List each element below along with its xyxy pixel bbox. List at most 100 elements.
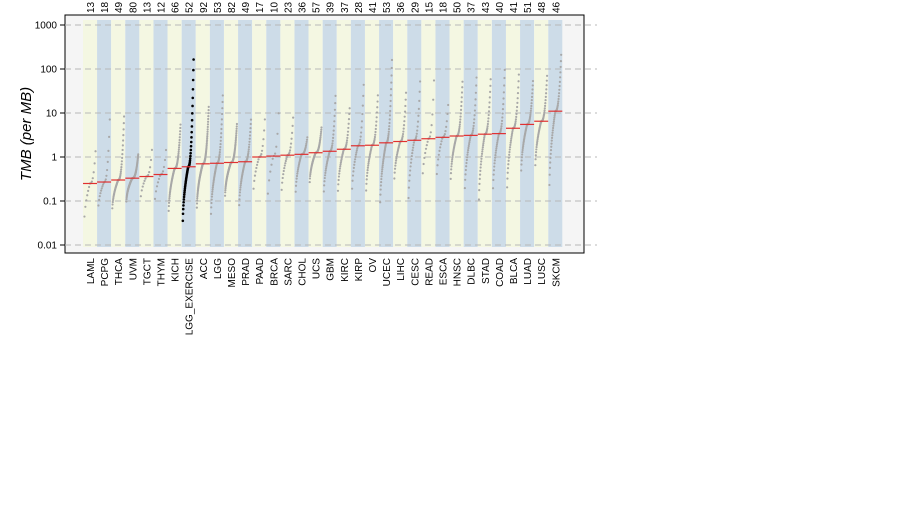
data-point [507, 159, 510, 162]
data-point [359, 135, 362, 138]
data-point [141, 185, 144, 188]
data-point [238, 198, 241, 201]
data-point [489, 90, 492, 93]
data-point [322, 190, 325, 193]
data-point [499, 128, 502, 132]
category-label: CESC [410, 258, 421, 286]
data-point [552, 122, 555, 125]
highlight-point [189, 151, 192, 155]
data-point [269, 170, 272, 173]
data-point [451, 158, 454, 161]
data-point [210, 201, 213, 205]
data-point [388, 114, 392, 117]
data-point [247, 145, 251, 149]
data-point [558, 80, 561, 83]
data-point [366, 169, 369, 172]
data-point [164, 148, 168, 152]
data-point [464, 168, 467, 172]
data-point [280, 188, 283, 191]
data-point [376, 94, 379, 97]
highlight-point [192, 58, 195, 61]
data-point [387, 128, 391, 131]
data-point [407, 186, 411, 189]
category-band [520, 20, 535, 247]
data-point [491, 187, 495, 190]
data-point [348, 112, 351, 116]
data-point [388, 121, 391, 125]
data-point [412, 143, 415, 147]
data-point [465, 161, 468, 165]
data-point [339, 165, 342, 168]
highlight-point [192, 68, 195, 72]
data-point [111, 200, 114, 204]
data-point [423, 156, 426, 159]
category-label: OV [368, 258, 379, 273]
data-point [125, 197, 128, 201]
data-point [536, 138, 539, 141]
data-point [111, 207, 114, 210]
data-point [247, 148, 250, 151]
data-point [432, 98, 435, 101]
data-point [365, 174, 369, 177]
data-point [248, 134, 252, 137]
data-point [503, 76, 506, 80]
data-point [122, 115, 126, 118]
data-point [356, 147, 359, 150]
data-point [154, 190, 158, 193]
data-point [331, 142, 334, 145]
category-label: READ [424, 258, 435, 286]
data-point [535, 148, 538, 151]
data-point [414, 136, 418, 140]
data-point [388, 125, 391, 128]
data-point [549, 149, 553, 152]
data-point [294, 184, 298, 187]
data-point [421, 172, 424, 175]
data-point [521, 146, 524, 150]
data-point [422, 162, 425, 166]
data-point [545, 79, 548, 82]
data-point [218, 150, 221, 154]
sample-count: 37 [467, 1, 478, 13]
data-point [205, 142, 208, 145]
data-point [155, 185, 159, 188]
data-point [218, 154, 221, 158]
sample-count: 80 [128, 1, 139, 13]
data-point [511, 130, 514, 133]
data-point [179, 123, 182, 126]
data-point [121, 144, 124, 147]
data-point [332, 125, 336, 128]
category-band [238, 20, 253, 247]
category-label: DLBC [467, 258, 478, 285]
data-point [494, 149, 498, 152]
data-point [424, 147, 428, 150]
data-point [122, 139, 125, 142]
data-point [487, 117, 490, 120]
highlight-point [183, 191, 186, 194]
data-point [468, 137, 472, 140]
data-point [479, 169, 482, 172]
data-point [450, 160, 454, 163]
data-point [142, 182, 145, 185]
data-point [206, 128, 209, 131]
data-point [495, 145, 498, 148]
category-label: TGCT [142, 258, 153, 285]
data-point [530, 102, 533, 105]
category-band [407, 20, 422, 247]
data-point [351, 187, 354, 190]
data-point [463, 186, 466, 190]
data-point [137, 153, 140, 156]
data-point [108, 118, 111, 121]
data-point [86, 194, 89, 197]
data-point [551, 134, 554, 137]
data-point [548, 166, 552, 170]
data-point [549, 161, 552, 164]
data-point [156, 181, 160, 184]
category-band [350, 20, 365, 247]
data-point [544, 102, 547, 105]
data-point [178, 136, 181, 139]
category-label: PRAD [241, 258, 252, 286]
data-point [426, 140, 429, 143]
category-label: SARC [283, 258, 294, 286]
sample-count: 46 [551, 1, 562, 13]
data-point [551, 131, 554, 134]
